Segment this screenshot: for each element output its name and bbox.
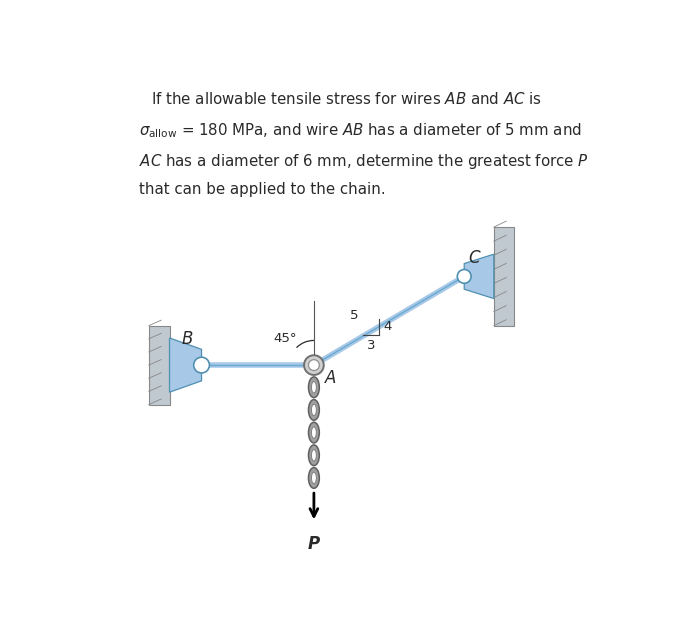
Polygon shape bbox=[464, 254, 494, 298]
Ellipse shape bbox=[308, 422, 319, 443]
Text: P: P bbox=[308, 534, 320, 552]
Text: 5: 5 bbox=[350, 309, 358, 323]
Circle shape bbox=[304, 355, 324, 375]
Ellipse shape bbox=[311, 381, 317, 393]
Polygon shape bbox=[169, 338, 202, 392]
Polygon shape bbox=[494, 227, 514, 326]
Ellipse shape bbox=[308, 399, 319, 420]
Ellipse shape bbox=[311, 404, 317, 415]
Ellipse shape bbox=[308, 468, 319, 488]
Circle shape bbox=[194, 357, 209, 373]
Polygon shape bbox=[148, 326, 169, 404]
Text: 4: 4 bbox=[383, 320, 392, 333]
Text: A: A bbox=[325, 369, 336, 387]
Text: If the allowable tensile stress for wires $\it{AB}$ and $\it{AC}$ is: If the allowable tensile stress for wire… bbox=[151, 91, 541, 107]
Ellipse shape bbox=[311, 449, 317, 461]
Text: 3: 3 bbox=[367, 339, 375, 352]
Text: C: C bbox=[468, 249, 480, 267]
Text: 45°: 45° bbox=[273, 332, 297, 345]
Circle shape bbox=[308, 360, 319, 371]
Ellipse shape bbox=[311, 427, 317, 438]
Text: $\it{AC}$ has a diameter of 6 mm, determine the greatest force $\it{P}$: $\it{AC}$ has a diameter of 6 mm, determ… bbox=[139, 152, 589, 171]
Circle shape bbox=[457, 269, 471, 284]
Text: $\it{\sigma}_{\rm allow}$ = 180 MPa, and wire $\it{AB}$ has a diameter of 5 mm a: $\it{\sigma}_{\rm allow}$ = 180 MPa, and… bbox=[139, 121, 582, 140]
Text: B: B bbox=[182, 330, 193, 348]
Ellipse shape bbox=[308, 445, 319, 466]
Ellipse shape bbox=[311, 472, 317, 484]
Text: that can be applied to the chain.: that can be applied to the chain. bbox=[139, 182, 385, 197]
Ellipse shape bbox=[308, 377, 319, 397]
